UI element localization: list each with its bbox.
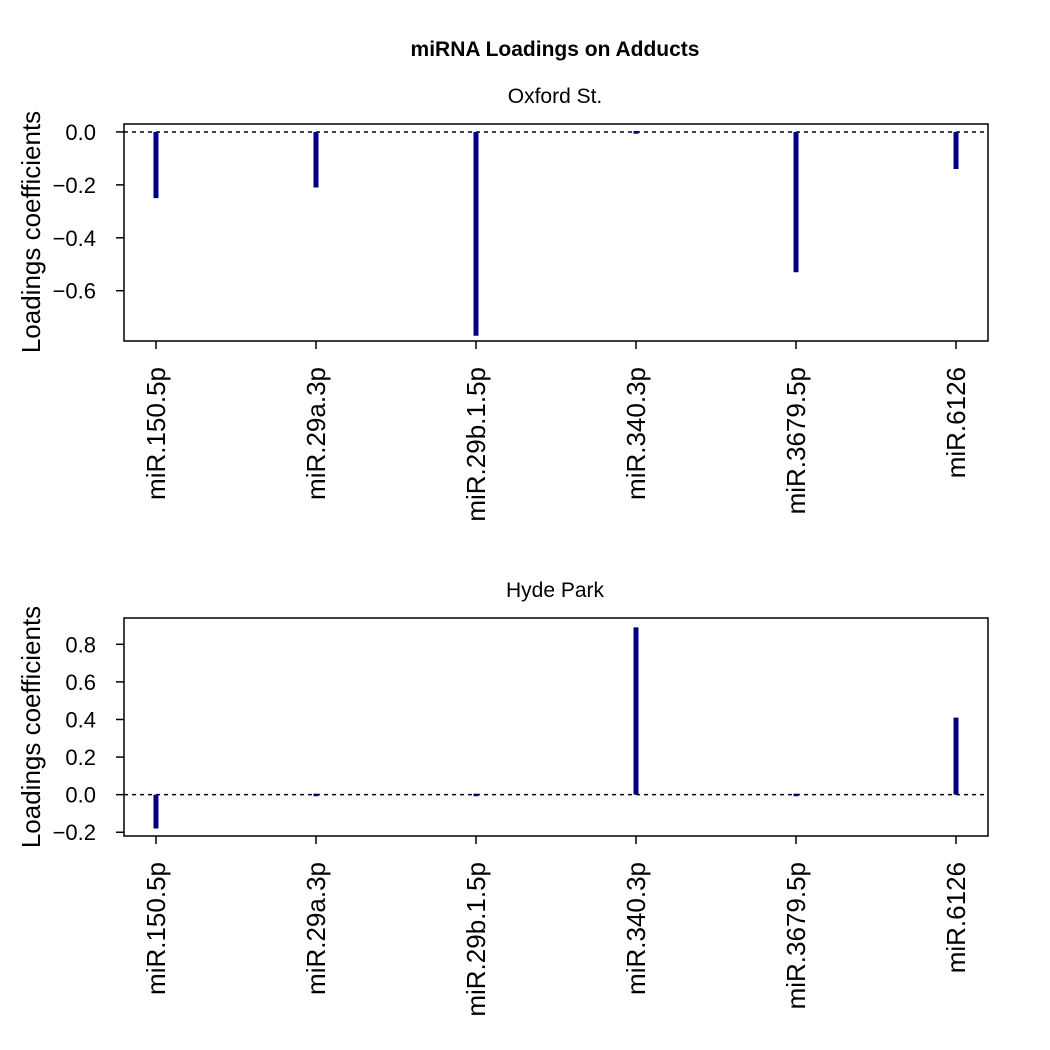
x-category-label: miR.340.3p bbox=[621, 862, 651, 995]
x-category-label: miR.29b.1.5p bbox=[461, 862, 491, 1017]
figure-title: miRNA Loadings on Adducts bbox=[411, 38, 700, 61]
y-axis-label: Loadings coefficients bbox=[16, 606, 46, 848]
panel-subtitle: Hyde Park bbox=[506, 579, 605, 602]
y-tick-label: −0.6 bbox=[53, 279, 96, 304]
panel-subtitle: Oxford St. bbox=[508, 85, 603, 108]
y-tick-label: 0.0 bbox=[65, 783, 96, 808]
x-category-label: miR.6126 bbox=[941, 367, 971, 478]
y-tick-label: 0.8 bbox=[65, 632, 96, 657]
x-category-label: miR.3679.5p bbox=[781, 367, 811, 514]
x-category-label: miR.29a.3p bbox=[301, 862, 331, 995]
x-category-label: miR.340.3p bbox=[621, 367, 651, 500]
y-tick-label: 0.4 bbox=[65, 707, 96, 732]
x-category-label: miR.29a.3p bbox=[301, 367, 331, 500]
x-category-label: miR.3679.5p bbox=[781, 862, 811, 1009]
y-axis-label: Loadings coefficients bbox=[16, 111, 46, 353]
plot-frame bbox=[123, 617, 989, 837]
y-tick-label: −0.4 bbox=[53, 226, 96, 251]
y-tick-label: −0.2 bbox=[53, 173, 96, 198]
y-tick-label: −0.2 bbox=[53, 820, 96, 845]
panel-hyde-park: Hyde Park Loadings coefficients 0.8 0.6 0.… bbox=[16, 579, 989, 1017]
x-category-label: miR.6126 bbox=[941, 862, 971, 973]
x-category-label: miR.150.5p bbox=[141, 367, 171, 500]
panel-oxford-st: Oxford St. Loadings coefficients 0.0 −0.2… bbox=[16, 85, 989, 522]
y-tick-label: 0.0 bbox=[65, 120, 96, 145]
x-category-label: miR.29b.1.5p bbox=[461, 367, 491, 522]
y-tick-label: 0.2 bbox=[65, 745, 96, 770]
x-category-label: miR.150.5p bbox=[141, 862, 171, 995]
y-tick-label: 0.6 bbox=[65, 670, 96, 695]
plot-frame bbox=[123, 123, 989, 342]
